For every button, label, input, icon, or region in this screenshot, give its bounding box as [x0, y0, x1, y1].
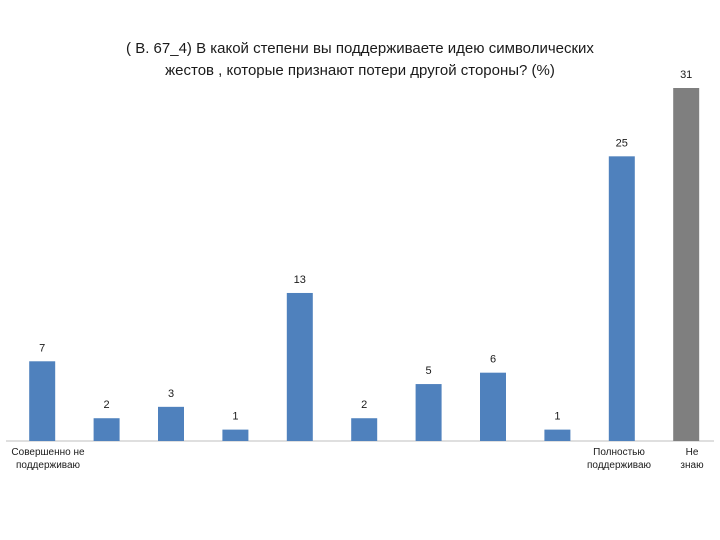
x-tick-label-12-line-2: знаю: [680, 460, 704, 471]
x-tick-label-11-line-2: поддерживаю: [587, 460, 652, 471]
data-label-1: 7: [39, 342, 45, 354]
bar-1: [29, 361, 56, 441]
bar-3: [158, 406, 184, 441]
bar-4: [222, 429, 249, 441]
x-tick-label-1-line-1: Совершенно не: [11, 447, 85, 458]
data-label-11: 31: [680, 69, 692, 81]
x-tick-label-1-line-2: поддерживаю: [16, 460, 81, 471]
data-label-2: 2: [104, 399, 110, 411]
data-label-4: 1: [232, 411, 238, 423]
data-label-7: 5: [426, 365, 432, 377]
data-label-3: 3: [168, 388, 174, 400]
x-tick-label-12-line-1: Не: [686, 447, 699, 458]
data-label-10: 25: [616, 137, 628, 149]
bar-10: [608, 156, 635, 442]
chart-title-line-1: ( В. 67_4) В какой степени вы поддержива…: [126, 40, 594, 57]
bar-6: [351, 418, 378, 441]
data-label-8: 6: [490, 354, 496, 366]
bar-9: [544, 429, 571, 441]
chart-title: ( В. 67_4) В какой степени вы поддержива…: [40, 38, 680, 82]
bar-5: [286, 292, 313, 441]
chart-title-line-2: жестов , которые признают потери другой …: [165, 62, 555, 79]
data-label-5: 13: [294, 274, 306, 286]
bar-2: [93, 418, 120, 441]
data-label-9: 1: [554, 411, 560, 423]
data-label-6: 2: [361, 399, 367, 411]
bar-8: [480, 372, 506, 441]
bar-11: [673, 88, 700, 441]
x-tick-label-11-line-1: Полностью: [593, 447, 645, 458]
bar-7: [415, 384, 442, 441]
